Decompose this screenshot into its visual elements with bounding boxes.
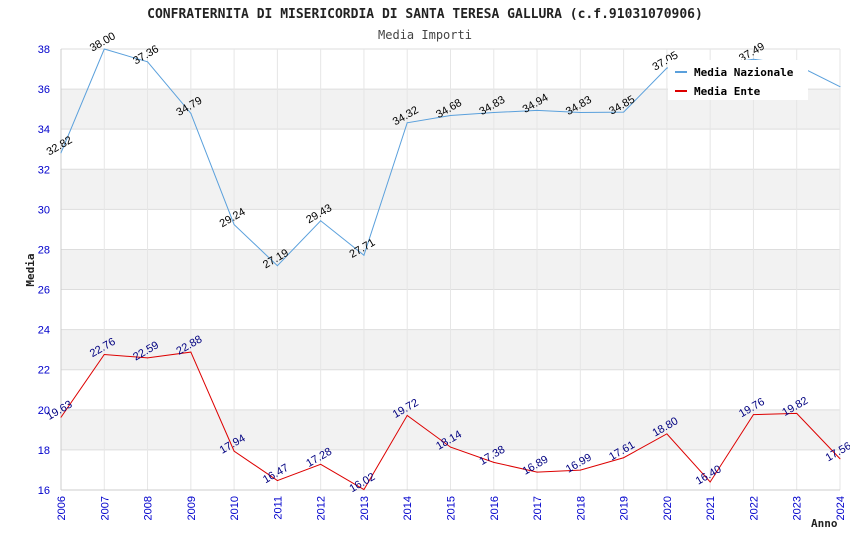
x-tick-label: 2017 xyxy=(532,496,544,520)
y-axis-ticks: 16 18 20 22 24 26 28 30 32 34 36 38 xyxy=(38,44,50,497)
x-tick-label: 2024 xyxy=(835,496,847,520)
x-tick-label: 2009 xyxy=(186,496,198,520)
chart-subtitle: Media Importi xyxy=(378,28,472,42)
data-point xyxy=(752,58,754,60)
legend-label: Media Ente xyxy=(694,85,761,98)
data-point xyxy=(320,220,322,222)
legend-box xyxy=(668,60,808,100)
x-tick-label: 2011 xyxy=(272,496,284,520)
x-tick-label: 2020 xyxy=(662,496,674,520)
data-label: 16.99 xyxy=(564,451,594,475)
data-label: 16.89 xyxy=(521,453,551,477)
y-tick-label: 18 xyxy=(38,445,50,457)
data-point xyxy=(406,414,408,416)
x-tick-label: 2014 xyxy=(402,496,414,520)
data-point xyxy=(709,481,711,483)
x-tick-label: 2008 xyxy=(143,496,155,520)
x-tick-label: 2018 xyxy=(575,496,587,520)
y-tick-label: 34 xyxy=(38,124,50,136)
x-tick-label: 2019 xyxy=(619,496,631,520)
data-point xyxy=(579,112,581,114)
y-tick-label: 38 xyxy=(38,44,50,56)
x-tick-label: 2007 xyxy=(99,496,111,520)
x-tick-label: 2022 xyxy=(748,496,760,520)
y-tick-label: 16 xyxy=(38,485,50,497)
chart-title: CONFRATERNITA DI MISERICORDIA DI SANTA T… xyxy=(147,7,703,22)
y-axis-label: Media xyxy=(24,253,37,286)
y-tick-label: 28 xyxy=(38,244,50,256)
data-point xyxy=(276,265,278,267)
data-label: 16.47 xyxy=(261,462,291,486)
x-tick-label: 2015 xyxy=(446,496,458,520)
data-point xyxy=(450,446,451,448)
data-point xyxy=(103,48,105,50)
data-point xyxy=(493,461,495,463)
x-tick-label: 2012 xyxy=(316,496,328,520)
data-point xyxy=(147,61,149,63)
data-point xyxy=(666,67,668,69)
y-tick-label: 24 xyxy=(38,325,50,337)
data-point xyxy=(579,469,581,471)
data-point xyxy=(666,433,668,435)
data-point xyxy=(233,450,235,452)
data-label: 16.02 xyxy=(348,471,378,495)
legend-label: Media Nazionale xyxy=(694,66,794,79)
data-point xyxy=(623,111,625,113)
x-axis-label: Anno xyxy=(811,517,838,530)
y-tick-label: 22 xyxy=(38,365,50,377)
data-point xyxy=(190,112,192,114)
data-label: 32.82 xyxy=(45,134,75,158)
data-point xyxy=(796,412,798,414)
data-point xyxy=(233,224,235,226)
data-point xyxy=(752,414,754,416)
y-tick-label: 32 xyxy=(38,164,50,176)
data-point xyxy=(60,152,62,154)
data-point xyxy=(147,357,149,359)
data-point xyxy=(320,463,322,465)
data-label: 16.40 xyxy=(694,463,724,487)
data-point xyxy=(536,471,538,473)
data-label: 37.36 xyxy=(131,43,161,67)
x-tick-label: 2013 xyxy=(359,496,371,520)
data-point xyxy=(623,457,625,459)
y-tick-label: 20 xyxy=(38,405,50,417)
data-point xyxy=(363,489,365,491)
x-tick-label: 2021 xyxy=(705,496,717,520)
data-point xyxy=(493,112,495,114)
x-tick-label: 2010 xyxy=(229,496,241,520)
x-tick-label: 2006 xyxy=(56,496,68,520)
data-point xyxy=(276,480,278,482)
data-point xyxy=(406,122,408,124)
x-tick-label: 2016 xyxy=(489,496,501,520)
data-point xyxy=(536,109,538,111)
x-axis-ticks: 2006 2007 2008 2009 2010 2011 2012 2013 2014 2015… xyxy=(56,496,847,520)
data-point xyxy=(103,353,105,355)
data-point xyxy=(60,416,62,418)
data-point xyxy=(839,86,841,88)
y-tick-label: 30 xyxy=(38,204,50,216)
legend: Media Nazionale Media Ente xyxy=(668,60,808,100)
data-point xyxy=(839,458,841,460)
data-point xyxy=(190,351,192,353)
y-tick-label: 26 xyxy=(38,285,50,297)
data-point xyxy=(450,115,451,117)
y-tick-label: 36 xyxy=(38,84,50,96)
x-tick-label: 2023 xyxy=(792,496,804,520)
data-point xyxy=(363,254,365,256)
data-label: 38.00 xyxy=(88,30,118,54)
